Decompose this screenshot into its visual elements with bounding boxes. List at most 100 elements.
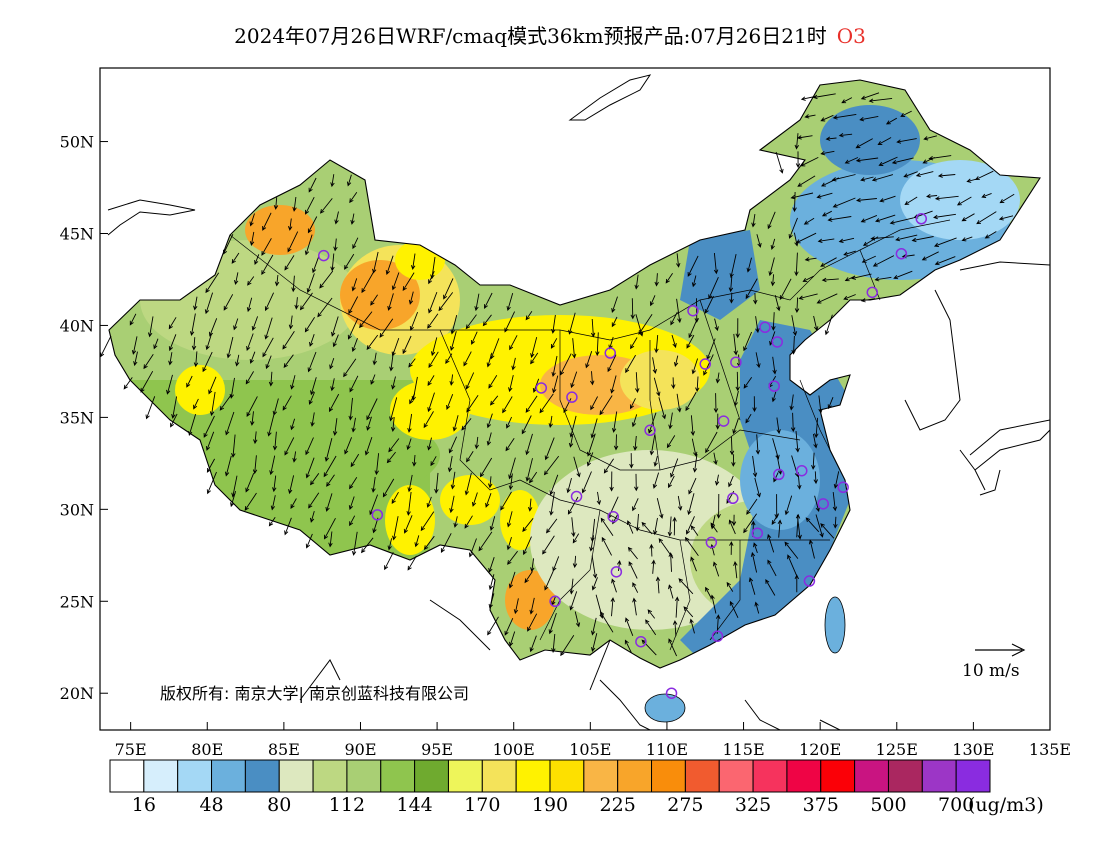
wind-arrow [896,138,917,144]
copyright-text: 版权所有: 南京大学| 南京创蓝科技有限公司 [160,684,469,703]
city-marker [895,247,908,260]
wind-arrow [705,586,712,599]
wind-arrow [446,394,454,410]
wind-arrow [590,396,598,411]
wind-arrow [704,295,714,314]
wind-arrow [206,458,215,473]
wind-arrow [767,559,777,577]
lat-tick-label: 35N [60,408,94,427]
wind-arrow [775,151,784,174]
wind-arrow [524,571,533,584]
wind-arrow [813,471,819,485]
wind-arrow [751,214,756,228]
wind-arrow [714,318,719,332]
wind-arrow [729,436,735,456]
wind-arrow [389,351,394,372]
wind-arrow [617,559,622,572]
city-marker [727,492,739,505]
wind-arrow [731,514,737,527]
wind-arrow [843,294,856,301]
wind-arrow [928,155,952,161]
wind-arrow [713,252,719,275]
wind-arrow [670,458,679,478]
wind-arrow [871,174,894,182]
wind-arrow [552,556,560,572]
wind-arrow [489,395,499,406]
wind-reference-label: 10 m/s [962,661,1020,681]
wind-arrow [832,492,838,512]
wind-arrow [166,374,173,395]
lon-tick-label: 105E [569,740,611,759]
colorbar-swatch [414,759,449,793]
wind-arrow [752,396,757,413]
coastlines [107,74,1050,730]
wind-arrow [364,436,373,456]
wind-arrow [676,393,682,413]
wind-arrow [525,395,538,413]
wind-arrow [668,475,675,489]
wind-arrow [508,473,514,491]
wind-arrow [855,198,877,203]
wind-arrow [513,598,519,615]
wind-arrow [690,415,696,436]
wind-arrow [634,473,639,492]
wind-arrow [287,231,299,253]
wind-arrow [635,513,640,532]
wind-arrow [795,151,801,168]
wind-arrow [324,437,333,462]
wind-arrow [508,374,514,393]
wind-arrow [186,375,193,388]
wind-arrow [974,170,994,181]
wind-arrow [824,314,833,336]
title-main: 2024年07月26日WRF/cmaq模式36km预报产品:07月26日21时 [234,24,827,48]
wind-arrow [366,398,378,421]
wind-arrow [344,253,355,270]
wind-arrow [389,397,398,422]
wind-arrow [294,297,299,310]
colorbar-label: 16 [131,794,156,816]
lat-tick-label: 20N [60,684,94,703]
wind-arrow [745,413,752,424]
wind-arrow [426,496,432,508]
wind-arrow [609,471,614,492]
colorbar-label: 375 [802,794,839,816]
lon-tick-label: 75E [115,740,147,759]
wind-arrow [885,117,898,125]
colorbar-label: 170 [464,794,501,816]
wind-arrow [879,195,896,203]
wind-arrow [800,156,819,167]
wind-arrow [351,278,358,292]
wind-arrow [825,136,837,141]
wind-arrow [831,174,856,182]
colorbar-label: 48 [199,794,224,816]
wind-arrow [423,411,434,429]
wind-arrow [188,413,197,436]
wind-arrow [265,355,272,370]
wind-arrow [586,433,596,457]
lat-tick-label: 30N [60,500,94,519]
wind-arrow [765,579,776,596]
wind-arrow [590,318,596,338]
wind-arrow [676,253,681,268]
lat-tick-label: 50N [60,133,94,152]
wind-arrow [895,234,918,242]
wind-arrow [193,351,199,368]
wind-arrow [410,253,416,270]
wind-arrow [466,394,479,413]
wind-arrow [794,297,800,313]
wind-arrow [252,455,258,475]
wind-arrow [668,412,673,430]
wind-arrow [655,576,661,594]
wind-arrow [288,475,295,495]
wind-arrow [652,517,658,536]
wind-arrow [522,536,532,556]
wind-arrow [674,596,680,618]
colorbar-swatch [278,759,314,793]
wind-arrow [903,171,918,178]
wind-arrow [776,417,781,435]
wind-arrow [530,336,538,359]
wind-arrow [961,236,973,242]
wind-arrow [754,601,760,614]
wind-arrow [348,296,359,315]
city-marker [699,358,711,370]
